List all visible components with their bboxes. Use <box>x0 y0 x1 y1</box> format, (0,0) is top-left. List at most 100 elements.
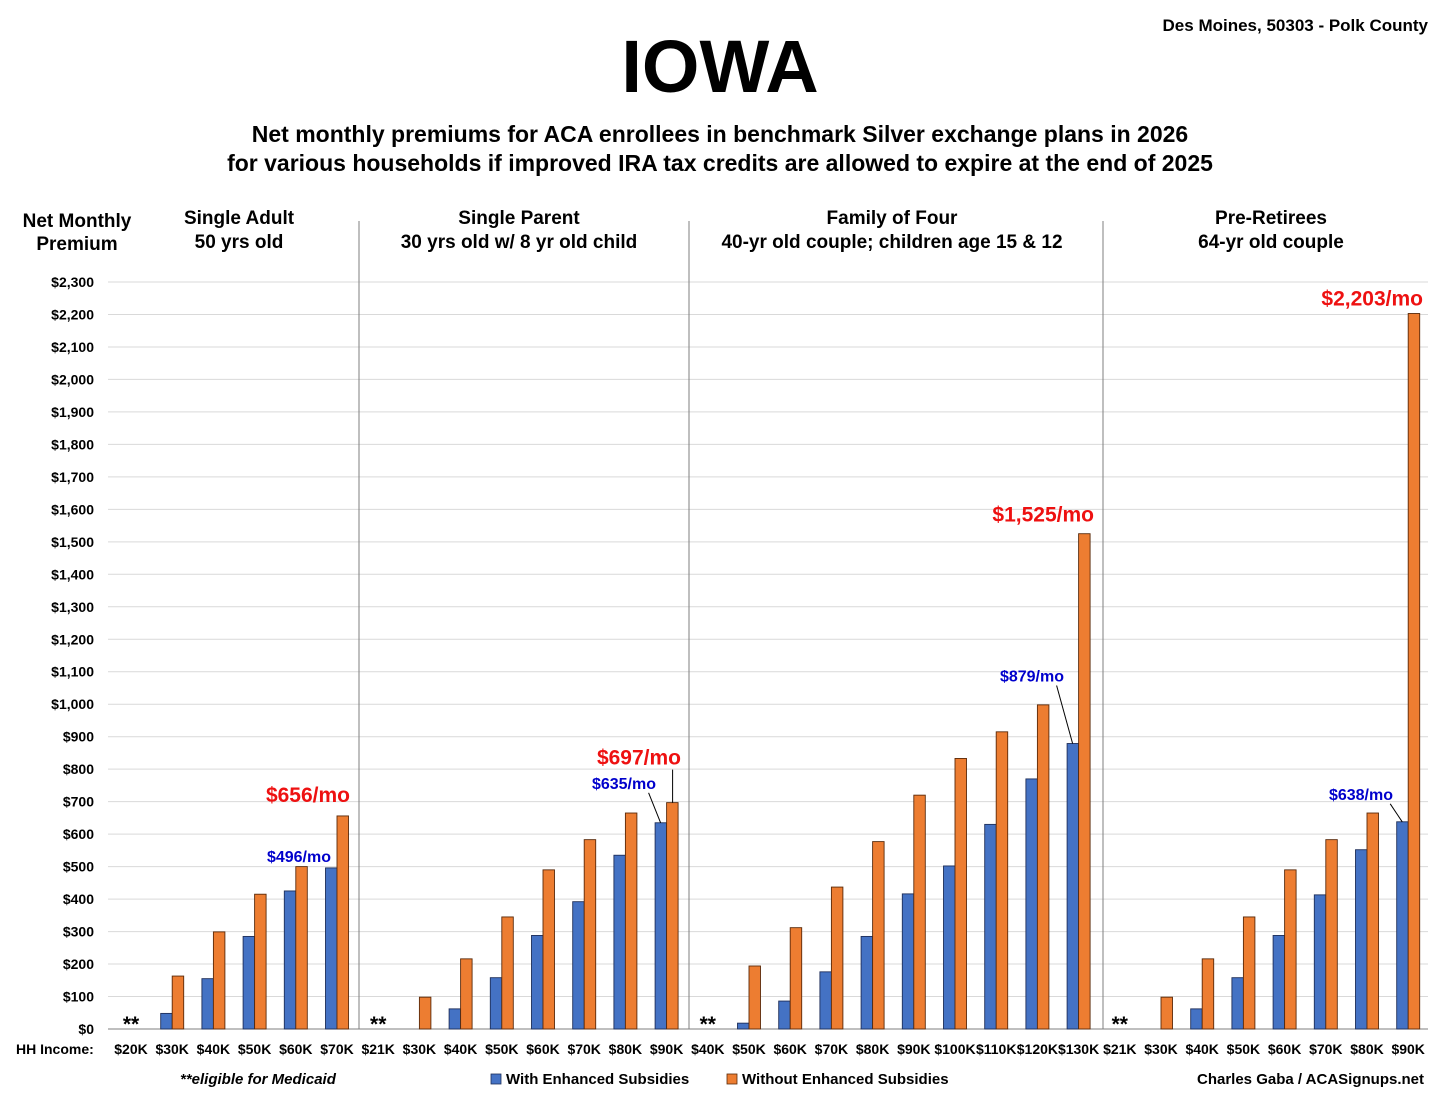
x-tick-label: $80K <box>609 1041 642 1057</box>
y-tick-label: $500 <box>63 859 94 875</box>
bar-with-subsidies <box>448 1008 462 1030</box>
bar-without-subsidies <box>418 996 432 1030</box>
medicaid-marker: ** <box>370 1013 387 1036</box>
y-tick-label: $1,600 <box>51 501 94 517</box>
location-label: Des Moines, 50303 - Polk County <box>1163 16 1429 35</box>
y-tick-label: $100 <box>63 989 94 1005</box>
group-subtitle: 30 yrs old w/ 8 yr old child <box>401 232 638 253</box>
callout-without: $1,525/mo <box>992 504 1094 527</box>
x-tick-label: $60K <box>526 1041 559 1057</box>
bar-without-subsidies <box>1201 958 1215 1030</box>
x-tick-label: $50K <box>1227 1041 1260 1057</box>
bar-without-subsidies <box>789 927 803 1030</box>
bar-without-subsidies <box>666 802 679 1030</box>
bar-without-subsidies <box>583 839 597 1030</box>
y-tick-label: $1,100 <box>51 664 94 680</box>
bar-with-subsidies <box>984 823 997 1030</box>
callout-leader <box>1056 685 1074 744</box>
bar-with-subsidies <box>283 890 297 1030</box>
y-tick-label: $800 <box>63 761 94 777</box>
bar-without-subsidies <box>1366 812 1379 1030</box>
y-tick-label: $2,200 <box>51 306 94 322</box>
bar-without-subsidies <box>501 916 514 1030</box>
legend-swatch-with <box>490 1073 502 1085</box>
bar-without-subsidies <box>913 794 926 1030</box>
y-tick-label: $1,200 <box>51 631 94 647</box>
x-tick-label: $30K <box>1144 1041 1177 1057</box>
bar-with-subsidies <box>654 822 668 1030</box>
bar-without-subsidies <box>830 886 844 1030</box>
y-axis-label-line1: Net Monthly <box>23 211 132 232</box>
x-tick-label: $110K <box>976 1041 1016 1057</box>
bar-without-subsidies <box>171 975 185 1030</box>
x-tick-label: $50K <box>732 1041 765 1057</box>
callout-with: $638/mo <box>1329 787 1393 804</box>
x-tick-label: $40K <box>444 1041 477 1057</box>
x-tick-label: $50K <box>485 1041 518 1057</box>
bar-with-subsidies <box>489 977 503 1030</box>
bar-without-subsidies <box>1078 533 1091 1030</box>
bar-without-subsidies <box>954 758 967 1030</box>
bar-without-subsidies <box>212 931 226 1030</box>
callout-without: $697/mo <box>597 747 681 770</box>
chart-subtitle-line2: for various households if improved IRA t… <box>227 150 1213 176</box>
y-tick-label: $2,300 <box>51 274 94 290</box>
group-subtitle: 64-yr old couple <box>1198 232 1344 253</box>
bar-with-subsidies <box>531 935 544 1030</box>
y-tick-label: $1,800 <box>51 436 94 452</box>
group-subtitle: 40-yr old couple; children age 15 & 12 <box>721 232 1062 253</box>
group-headers: Single Adult 50 yrs old Single Parent 30 yr… <box>184 208 1344 253</box>
bar-with-subsidies <box>1313 894 1327 1030</box>
bar-with-subsidies <box>1396 821 1409 1030</box>
bar-with-subsidies <box>325 867 338 1030</box>
bar-without-subsidies <box>542 869 555 1030</box>
x-tick-label: $70K <box>815 1041 848 1057</box>
callouts: $656/mo $496/mo $697/mo $635/mo $1,525/mo $87… <box>266 288 1423 866</box>
bar-with-subsidies <box>1355 849 1368 1030</box>
legend-swatch-without <box>726 1073 738 1085</box>
bar-without-subsidies <box>872 841 885 1030</box>
x-tick-label: $70K <box>1309 1041 1342 1057</box>
y-tick-label: $400 <box>63 891 94 907</box>
y-tick-label: $1,500 <box>51 534 94 550</box>
x-tick-label: $21K <box>1103 1041 1136 1057</box>
callout-leader <box>648 792 662 823</box>
bar-with-subsidies <box>572 901 585 1030</box>
bar-without-subsidies <box>1160 996 1173 1030</box>
bar-without-subsidies <box>995 731 1009 1030</box>
y-tick-label: $1,300 <box>51 599 94 615</box>
bar-with-subsidies <box>613 854 626 1030</box>
bar-with-subsidies <box>1231 977 1244 1030</box>
y-tick-label: $1,400 <box>51 566 94 582</box>
callout-with: $496/mo <box>267 849 331 866</box>
bar-without-subsidies <box>295 866 308 1030</box>
bar-without-subsidies <box>1242 916 1256 1030</box>
bar-without-subsidies <box>254 893 267 1030</box>
x-tick-label: $60K <box>1268 1041 1301 1057</box>
x-tick-label: $90K <box>897 1041 930 1057</box>
callout-without: $2,203/mo <box>1321 288 1423 311</box>
x-tick-label: $70K <box>567 1041 600 1057</box>
x-tick-label: $50K <box>238 1041 271 1057</box>
callout-with: $635/mo <box>592 776 656 793</box>
x-tick-label: $40K <box>691 1041 724 1057</box>
x-tick-label: $60K <box>773 1041 806 1057</box>
bar-without-subsidies <box>336 815 349 1030</box>
gridlines <box>108 221 1428 1030</box>
x-tick-label: $120K <box>1017 1041 1058 1057</box>
group-title: Single Adult <box>184 208 295 229</box>
group-title: Pre-Retirees <box>1215 208 1327 229</box>
x-tick-label: $60K <box>279 1041 312 1057</box>
y-tick-label: $1,900 <box>51 404 94 420</box>
bar-with-subsidies <box>860 935 874 1030</box>
bar-without-subsidies <box>624 812 638 1030</box>
y-tick-label: $1,000 <box>51 696 94 712</box>
medicaid-marker: ** <box>700 1013 717 1036</box>
y-tick-label: $600 <box>63 826 94 842</box>
bar-without-subsidies <box>1407 313 1421 1030</box>
bar-with-subsidies <box>1025 778 1038 1030</box>
x-tick-label: $100K <box>934 1041 975 1057</box>
y-tick-label: $1,700 <box>51 469 94 485</box>
bar-with-subsidies <box>901 893 915 1030</box>
